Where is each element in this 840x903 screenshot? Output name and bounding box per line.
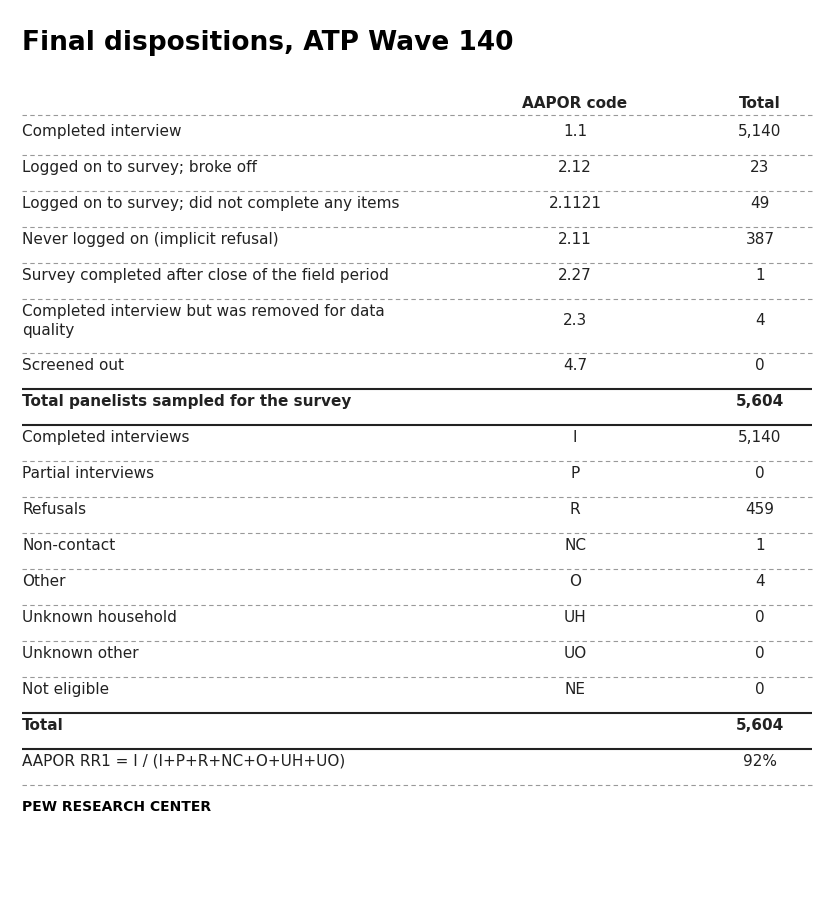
Text: Not eligible: Not eligible bbox=[22, 681, 109, 696]
Text: NC: NC bbox=[564, 537, 586, 553]
Text: Screened out: Screened out bbox=[22, 358, 124, 373]
Text: P: P bbox=[570, 465, 580, 480]
Text: NE: NE bbox=[564, 681, 585, 696]
Text: Total: Total bbox=[22, 717, 64, 732]
Text: Total panelists sampled for the survey: Total panelists sampled for the survey bbox=[22, 394, 351, 408]
Text: Non-contact: Non-contact bbox=[22, 537, 115, 553]
Text: Unknown household: Unknown household bbox=[22, 610, 177, 624]
Text: 92%: 92% bbox=[743, 753, 777, 768]
Text: 2.1121: 2.1121 bbox=[549, 196, 601, 210]
Text: 0: 0 bbox=[755, 681, 764, 696]
Text: 49: 49 bbox=[750, 196, 769, 210]
Text: I: I bbox=[573, 430, 577, 444]
Text: 2.12: 2.12 bbox=[558, 160, 592, 175]
Text: Survey completed after close of the field period: Survey completed after close of the fiel… bbox=[22, 267, 389, 283]
Text: UH: UH bbox=[564, 610, 586, 624]
Text: 2.3: 2.3 bbox=[563, 312, 587, 328]
Text: 1: 1 bbox=[755, 537, 764, 553]
Text: 0: 0 bbox=[755, 358, 764, 373]
Text: Logged on to survey; did not complete any items: Logged on to survey; did not complete an… bbox=[22, 196, 400, 210]
Text: 0: 0 bbox=[755, 646, 764, 660]
Text: 387: 387 bbox=[746, 232, 774, 247]
Text: Refusals: Refusals bbox=[22, 501, 87, 517]
Text: Completed interview but was removed for data
quality: Completed interview but was removed for … bbox=[22, 303, 385, 338]
Text: 5,140: 5,140 bbox=[738, 124, 782, 139]
Text: 1: 1 bbox=[755, 267, 764, 283]
Text: AAPOR code: AAPOR code bbox=[522, 96, 627, 111]
Text: AAPOR RR1 = I / (I+P+R+NC+O+UH+UO): AAPOR RR1 = I / (I+P+R+NC+O+UH+UO) bbox=[22, 753, 345, 768]
Text: 4: 4 bbox=[755, 312, 764, 328]
Text: 0: 0 bbox=[755, 465, 764, 480]
Text: 4.7: 4.7 bbox=[563, 358, 587, 373]
Text: PEW RESEARCH CENTER: PEW RESEARCH CENTER bbox=[22, 799, 211, 813]
Text: R: R bbox=[570, 501, 580, 517]
Text: O: O bbox=[569, 573, 581, 589]
Text: 459: 459 bbox=[746, 501, 774, 517]
Text: 0: 0 bbox=[755, 610, 764, 624]
Text: 23: 23 bbox=[750, 160, 769, 175]
Text: 2.27: 2.27 bbox=[558, 267, 592, 283]
Text: 2.11: 2.11 bbox=[558, 232, 592, 247]
Text: Other: Other bbox=[22, 573, 66, 589]
Text: 5,140: 5,140 bbox=[738, 430, 782, 444]
Text: 4: 4 bbox=[755, 573, 764, 589]
Text: 5,604: 5,604 bbox=[736, 394, 784, 408]
Text: Partial interviews: Partial interviews bbox=[22, 465, 154, 480]
Text: Total: Total bbox=[739, 96, 781, 111]
Text: Never logged on (implicit refusal): Never logged on (implicit refusal) bbox=[22, 232, 279, 247]
Text: Completed interview: Completed interview bbox=[22, 124, 181, 139]
Text: Logged on to survey; broke off: Logged on to survey; broke off bbox=[22, 160, 257, 175]
Text: Final dispositions, ATP Wave 140: Final dispositions, ATP Wave 140 bbox=[22, 30, 513, 56]
Text: Unknown other: Unknown other bbox=[22, 646, 139, 660]
Text: Completed interviews: Completed interviews bbox=[22, 430, 190, 444]
Text: 1.1: 1.1 bbox=[563, 124, 587, 139]
Text: 5,604: 5,604 bbox=[736, 717, 784, 732]
Text: UO: UO bbox=[564, 646, 586, 660]
